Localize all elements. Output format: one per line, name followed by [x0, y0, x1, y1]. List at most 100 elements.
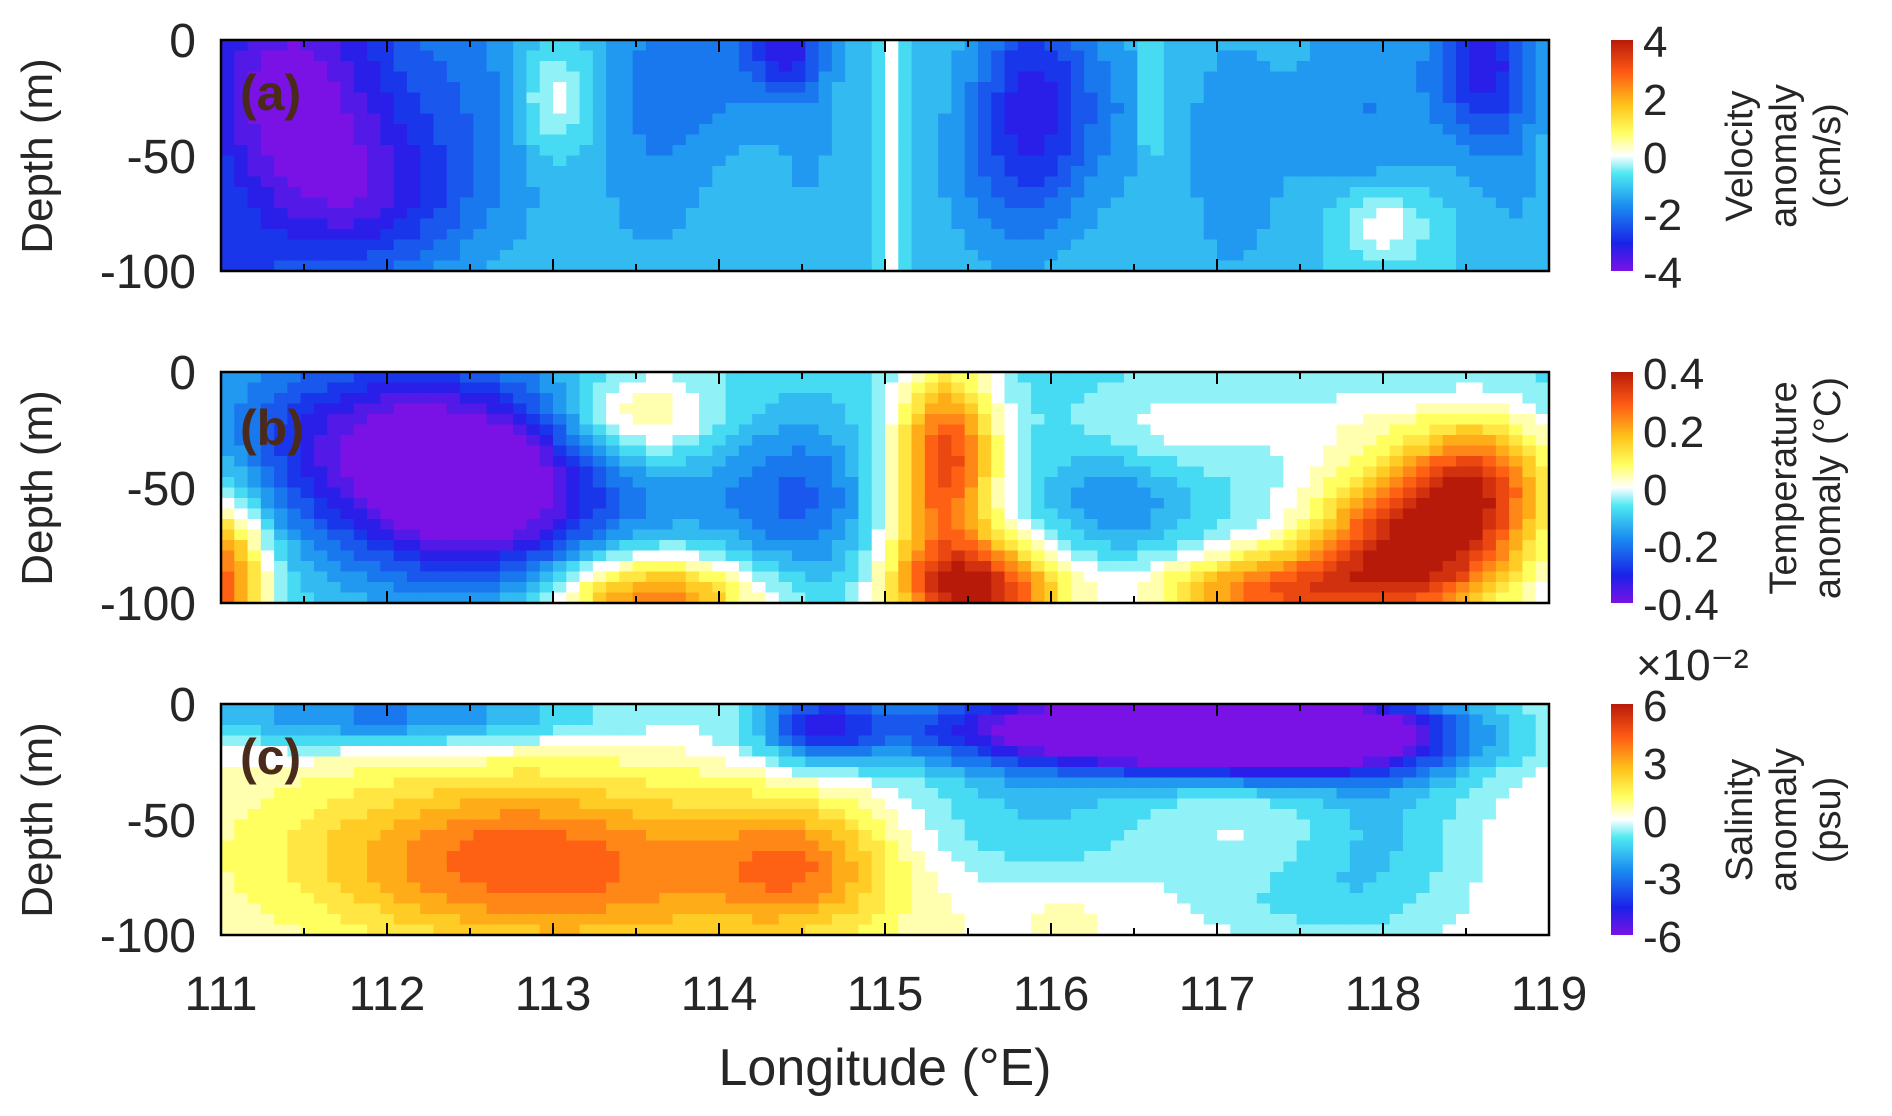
- heatmap-cell: [778, 487, 793, 499]
- heatmap-cell: [1163, 218, 1178, 230]
- heatmap-cell: [738, 372, 753, 384]
- heatmap-cell: [964, 40, 979, 52]
- heatmap-cell: [1084, 40, 1099, 52]
- heatmap-cell: [367, 924, 381, 936]
- heatmap-cell: [1150, 218, 1165, 230]
- heatmap-cell: [539, 197, 554, 209]
- heatmap-cell: [1084, 103, 1099, 115]
- heatmap-cell: [1336, 414, 1351, 426]
- heatmap-cell: [353, 435, 368, 447]
- heatmap-cell: [300, 540, 315, 552]
- heatmap-cell: [526, 582, 541, 594]
- heatmap-cell: [885, 498, 899, 510]
- heatmap-cell: [924, 40, 939, 52]
- heatmap-cell: [247, 725, 262, 737]
- heatmap-cell: [1004, 414, 1019, 426]
- heatmap-cell: [1150, 239, 1165, 251]
- heatmap-cell: [1376, 540, 1391, 552]
- heatmap-cell: [566, 498, 581, 510]
- heatmap-cell: [313, 445, 328, 457]
- heatmap-cell: [898, 414, 913, 426]
- heatmap-cell: [712, 456, 727, 468]
- heatmap-cell: [340, 861, 355, 873]
- heatmap-cell: [460, 798, 474, 810]
- heatmap-cell: [353, 445, 368, 457]
- heatmap-cell: [765, 40, 780, 52]
- heatmap-cell: [1004, 239, 1019, 251]
- heatmap-cell: [1017, 508, 1032, 520]
- heatmap-cell: [1057, 550, 1072, 562]
- heatmap-cell: [380, 393, 395, 405]
- heatmap-cell: [274, 208, 288, 220]
- heatmap-cell: [513, 550, 528, 562]
- heatmap-cell: [353, 540, 368, 552]
- heatmap-cell: [672, 113, 687, 125]
- heatmap-cell: [1256, 456, 1271, 468]
- heatmap-cell: [1124, 82, 1138, 94]
- heatmap-cell: [1456, 61, 1470, 73]
- heatmap-cell: [367, 124, 381, 136]
- heatmap-cell: [367, 71, 381, 83]
- heatmap-cell: [526, 260, 541, 272]
- heatmap-cell: [1110, 92, 1125, 104]
- heatmap-cell: [353, 487, 368, 499]
- heatmap-cell: [393, 477, 408, 489]
- y-axis-title-a: Depth (m): [13, 58, 62, 254]
- heatmap-cell: [1535, 393, 1550, 405]
- heatmap-cell: [725, 456, 740, 468]
- heatmap-cell: [446, 725, 461, 737]
- heatmap-cell: [964, 239, 979, 251]
- heatmap-cell: [353, 798, 368, 810]
- heatmap-cell: [420, 82, 435, 94]
- heatmap-cell: [1456, 519, 1470, 531]
- heatmap-cell: [1296, 113, 1311, 125]
- heatmap-cell: [221, 61, 235, 73]
- heatmap-cell: [606, 166, 620, 178]
- heatmap-cell: [765, 414, 780, 426]
- heatmap-cell: [260, 582, 275, 594]
- heatmap-cell: [964, 561, 979, 573]
- heatmap-cell: [699, 71, 713, 83]
- heatmap-cell: [1217, 50, 1231, 62]
- heatmap-cell: [659, 239, 674, 251]
- heatmap-cell: [446, 250, 461, 262]
- heatmap-cell: [951, 466, 966, 478]
- heatmap-cell: [977, 166, 992, 178]
- heatmap-cell: [1124, 550, 1138, 562]
- heatmap-cell: [367, 561, 381, 573]
- heatmap-cell: [1044, 508, 1059, 520]
- heatmap-cell: [340, 218, 355, 230]
- heatmap-cell: [1535, 403, 1550, 415]
- heatmap-cell: [300, 840, 315, 852]
- heatmap-cell: [221, 840, 235, 852]
- heatmap-cell: [858, 550, 873, 562]
- heatmap-cell: [845, 466, 860, 478]
- heatmap-cell: [221, 477, 235, 489]
- heatmap-cell: [1243, 519, 1258, 531]
- heatmap-cell: [1363, 92, 1377, 104]
- heatmap-cell: [765, 82, 780, 94]
- heatmap-cell: [406, 882, 421, 894]
- heatmap-cell: [1309, 445, 1324, 457]
- heatmap-cell: [1402, 414, 1417, 426]
- heatmap-cell: [367, 403, 381, 415]
- heatmap-cell: [1402, 540, 1417, 552]
- heatmap-cell: [1535, 498, 1550, 510]
- heatmap-cell: [274, 239, 288, 251]
- heatmap-cell: [1017, 197, 1032, 209]
- heatmap-cell: [672, 519, 687, 531]
- heatmap-cell: [287, 82, 302, 94]
- heatmap-cell: [885, 592, 899, 604]
- heatmap-cell: [765, 134, 780, 146]
- heatmap-cell: [712, 550, 727, 562]
- heatmap-cell: [778, 382, 793, 394]
- heatmap-cell: [778, 113, 793, 125]
- heatmap-cell: [499, 424, 514, 436]
- heatmap-cell: [1376, 571, 1391, 583]
- heatmap-cell: [260, 788, 275, 800]
- heatmap-cell: [845, 540, 860, 552]
- heatmap-cell: [433, 456, 448, 468]
- heatmap-cell: [1150, 382, 1165, 394]
- heatmap-cell: [1070, 187, 1085, 199]
- heatmap-cell: [566, 40, 581, 52]
